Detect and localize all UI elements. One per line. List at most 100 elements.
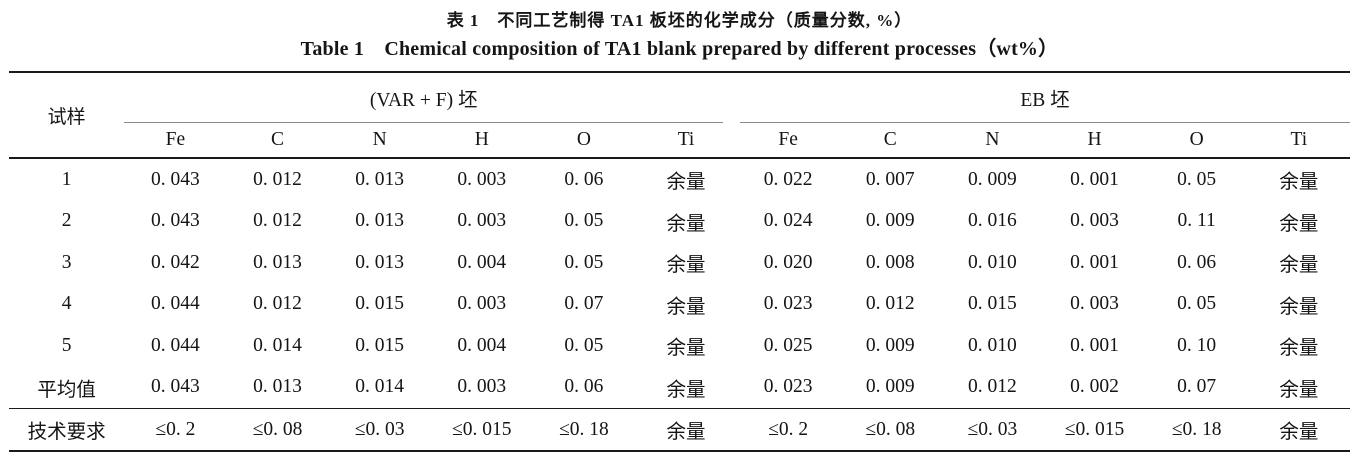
value-cell: ≤0. 2: [768, 418, 809, 440]
value-cell: 余量: [666, 213, 706, 235]
element-header-row: Fe C N H O Ti Fe C N H O Ti: [9, 123, 1350, 158]
value-cell: ≤0. 18: [1171, 418, 1222, 440]
value-cell: 0. 013: [355, 251, 405, 273]
table-body: 1 0. 043 0. 012 0. 013 0. 003 0. 06 余量 0. 022 0.…: [9, 158, 1350, 451]
value-cell: 0. 06: [1177, 251, 1217, 273]
row-label: 平均值: [37, 379, 96, 401]
value-cell: 0. 042: [151, 251, 200, 273]
value-cell: 0. 002: [1070, 376, 1119, 398]
col-header-eb-ti: Ti: [1290, 129, 1308, 150]
value-cell: 0. 07: [564, 293, 604, 315]
value-cell: 0. 013: [253, 251, 302, 273]
value-cell: 0. 043: [151, 210, 200, 232]
value-cell: 0. 003: [457, 210, 507, 232]
value-cell: 0. 001: [1070, 251, 1119, 273]
table-row: 4 0. 044 0. 012 0. 015 0. 003 0. 07 余量 0. 023 0.…: [9, 284, 1350, 326]
row-label: 1: [61, 168, 72, 190]
value-cell: 余量: [1279, 172, 1319, 194]
value-cell: 0. 014: [253, 334, 302, 356]
table-row: 2 0. 043 0. 012 0. 013 0. 003 0. 05 余量 0. 024 0.…: [9, 201, 1350, 243]
value-cell: 0. 004: [457, 251, 507, 273]
value-cell: 0. 07: [1177, 376, 1217, 398]
table-row: 1 0. 043 0. 012 0. 013 0. 003 0. 06 余量 0. 022 0.…: [9, 158, 1350, 201]
value-cell: 0. 013: [355, 210, 405, 232]
value-cell: 余量: [666, 379, 706, 401]
value-cell: 0. 010: [968, 251, 1017, 273]
value-cell: 0. 012: [253, 210, 302, 232]
value-cell: 0. 05: [564, 334, 604, 356]
value-cell: 0. 015: [355, 334, 405, 356]
value-cell: 0. 015: [968, 293, 1017, 315]
value-cell: ≤0. 08: [865, 418, 916, 440]
value-cell: 0. 05: [564, 251, 604, 273]
value-cell: 余量: [666, 172, 706, 194]
group-label-eb: EB 坯: [740, 79, 1350, 123]
value-cell: 0. 003: [457, 168, 507, 190]
value-cell: 0. 012: [253, 293, 302, 315]
value-cell: ≤0. 03: [967, 418, 1018, 440]
value-cell: 0. 010: [968, 334, 1017, 356]
value-cell: ≤0. 03: [354, 418, 405, 440]
value-cell: 0. 003: [1070, 210, 1119, 232]
value-cell: 0. 044: [151, 293, 200, 315]
value-cell: 0. 003: [1070, 293, 1119, 315]
table-row: 3 0. 042 0. 013 0. 013 0. 004 0. 05 余量 0. 020 0.…: [9, 242, 1350, 284]
value-cell: 余量: [1279, 255, 1319, 277]
value-cell: 0. 05: [1177, 293, 1217, 315]
value-cell: 0. 043: [151, 376, 200, 398]
row-label: 2: [61, 210, 72, 232]
value-cell: 0. 012: [968, 376, 1017, 398]
row-label: 技术要求: [27, 422, 106, 443]
group-header-eb: EB 坯: [737, 72, 1350, 123]
col-header-eb-fe: Fe: [778, 129, 798, 150]
value-cell: 0. 044: [151, 334, 200, 356]
value-cell: 0. 043: [151, 168, 200, 190]
value-cell: ≤0. 015: [1064, 418, 1125, 440]
col-header-varf-ti: Ti: [677, 129, 695, 150]
value-cell: 0. 001: [1070, 334, 1119, 356]
row-label: 5: [61, 334, 72, 356]
value-cell: 0. 06: [564, 168, 604, 190]
value-cell: 0. 023: [763, 376, 813, 398]
table-row: 平均值 0. 043 0. 013 0. 014 0. 003 0. 06 余量 0. 023…: [9, 367, 1350, 409]
value-cell: 0. 05: [1177, 168, 1217, 190]
value-cell: 0. 003: [457, 293, 507, 315]
value-cell: 0. 014: [355, 376, 405, 398]
value-cell: 0. 004: [457, 334, 507, 356]
group-header-var-f: (VAR + F) 坯: [124, 72, 737, 123]
value-cell: 0. 012: [253, 168, 302, 190]
table-row: 技术要求 ≤0. 2 ≤0. 08 ≤0. 03 ≤0. 015 ≤0. 18 余量 ≤0. …: [9, 408, 1350, 452]
value-cell: 0. 015: [355, 293, 405, 315]
value-cell: 余量: [666, 422, 706, 443]
table-header: 试样 (VAR + F) 坯 EB 坯 Fe C N H O Ti Fe C N…: [9, 72, 1350, 158]
value-cell: 余量: [1279, 296, 1319, 318]
row-label: 3: [61, 251, 72, 273]
value-cell: 余量: [666, 296, 706, 318]
value-cell: 余量: [1279, 422, 1319, 443]
group-header-row: 试样 (VAR + F) 坯 EB 坯: [9, 72, 1350, 128]
table-title-en: Table 1 Chemical composition of TA1 blan…: [300, 38, 1059, 60]
table-title-zh: 表 1 不同工艺制得 TA1 板坯的化学成分（质量分数, %）: [446, 11, 913, 30]
value-cell: 余量: [1279, 379, 1319, 401]
col-header-eb-n: N: [985, 129, 1000, 150]
col-header-varf-c: C: [271, 129, 285, 150]
col-header-eb-c: C: [883, 129, 897, 150]
value-cell: 0. 020: [763, 251, 813, 273]
value-cell: 0. 016: [968, 210, 1017, 232]
col-header-varf-n: N: [372, 129, 387, 150]
value-cell: 0. 008: [865, 251, 915, 273]
value-cell: ≤0. 18: [559, 418, 609, 440]
value-cell: 余量: [666, 338, 706, 360]
group-label-var-f: (VAR + F) 坯: [124, 79, 724, 123]
value-cell: ≤0. 2: [155, 418, 196, 440]
value-cell: 0. 05: [564, 210, 604, 232]
col-header-eb-h: H: [1087, 129, 1102, 150]
col-header-eb-o: O: [1189, 129, 1204, 150]
value-cell: 0. 007: [865, 168, 915, 190]
value-cell: 0. 009: [865, 210, 915, 232]
col-header-varf-fe: Fe: [165, 129, 186, 150]
value-cell: ≤0. 015: [452, 418, 512, 440]
value-cell: 余量: [666, 255, 706, 277]
value-cell: 0. 11: [1177, 210, 1216, 232]
